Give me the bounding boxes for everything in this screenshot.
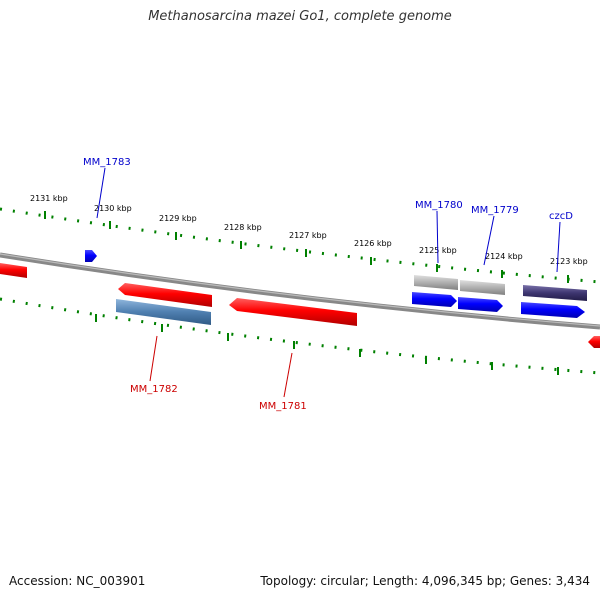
connector-mm1782 [149, 335, 158, 382]
tick-label-2123: 2123 kbp [550, 257, 588, 266]
tick-label-2126: 2126 kbp [354, 239, 392, 248]
gene-mm1782-arrow[interactable] [118, 283, 212, 307]
connector-mm1780 [436, 210, 439, 264]
genome-backbone-highlight [0, 253, 600, 327]
major-ticks [44, 211, 569, 283]
genome-summary-text: Topology: circular; Length: 4,096,345 bp… [260, 574, 590, 588]
tick-label-2131: 2131 kbp [30, 194, 68, 203]
gene-mm1783-arrow[interactable] [85, 250, 97, 262]
feature-mm1779-gray[interactable] [460, 280, 505, 295]
inner-major-ticks [95, 314, 559, 375]
feature-mm1782-steelblue[interactable] [116, 299, 211, 325]
gene-right-edge[interactable] [588, 336, 600, 348]
gene-mm1780-arrow[interactable] [412, 292, 457, 307]
connector-mm1781 [283, 352, 293, 398]
connector-mm1779 [483, 215, 495, 266]
gene-mm1781-arrow[interactable] [229, 298, 357, 326]
connector-czcD [556, 221, 561, 273]
genome-backbone [0, 252, 600, 330]
label-czcD[interactable]: czcD [549, 211, 573, 222]
gene-mm1779-arrow[interactable] [458, 297, 503, 312]
inner-tick-ring [0, 297, 600, 375]
accession-text: Accession: NC_003901 [9, 574, 146, 588]
label-mm1780[interactable]: MM_1780 [415, 200, 463, 211]
tick-label-2124: 2124 kbp [485, 252, 523, 261]
tick-label-2130: 2130 kbp [94, 204, 132, 213]
label-mm1781[interactable]: MM_1781 [259, 401, 307, 412]
outer-tick-ring [0, 207, 600, 284]
gene-czcD-arrow[interactable] [521, 302, 585, 318]
feature-czcD-dark[interactable] [523, 285, 587, 301]
connector-mm1783 [96, 167, 106, 219]
label-mm1783[interactable]: MM_1783 [83, 157, 131, 168]
tick-label-2129: 2129 kbp [159, 214, 197, 223]
tick-label-2128: 2128 kbp [224, 223, 262, 232]
feature-mm1780-gray[interactable] [414, 275, 458, 290]
label-mm1779[interactable]: MM_1779 [471, 205, 519, 216]
tick-label-2127: 2127 kbp [289, 231, 327, 240]
map-title: Methanosarcina mazei Go1, complete genom… [148, 9, 452, 24]
label-connectors [96, 167, 561, 398]
label-mm1782[interactable]: MM_1782 [130, 384, 178, 395]
gene-left-edge[interactable] [0, 263, 27, 278]
